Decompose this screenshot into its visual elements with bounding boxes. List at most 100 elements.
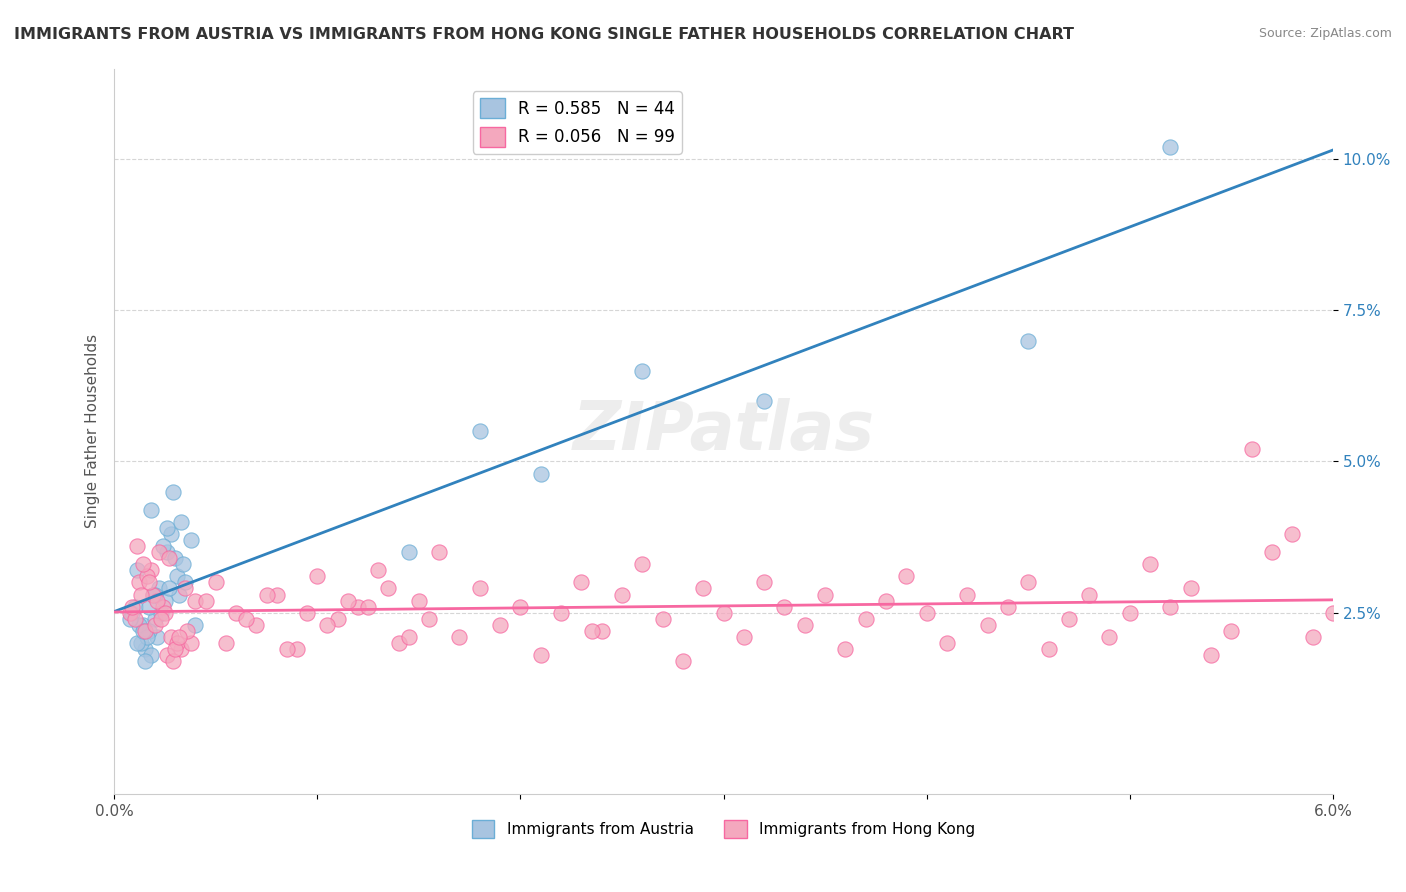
Point xyxy=(468,424,491,438)
Point xyxy=(157,551,180,566)
Point xyxy=(550,606,572,620)
Point xyxy=(295,606,318,620)
Point xyxy=(153,593,176,607)
Point xyxy=(129,636,152,650)
Point xyxy=(120,606,142,620)
Point xyxy=(1240,442,1263,457)
Point xyxy=(138,624,160,638)
Point xyxy=(276,641,298,656)
Point xyxy=(235,612,257,626)
Point xyxy=(408,593,430,607)
Point xyxy=(131,624,153,638)
Point xyxy=(692,582,714,596)
Point xyxy=(131,617,153,632)
Point xyxy=(124,599,146,614)
Point xyxy=(773,599,796,614)
Point xyxy=(449,630,471,644)
Point xyxy=(153,606,176,620)
Point xyxy=(509,599,531,614)
Point xyxy=(152,599,174,614)
Point xyxy=(156,648,179,662)
Point xyxy=(427,545,450,559)
Point xyxy=(875,593,897,607)
Point xyxy=(134,654,156,668)
Point xyxy=(194,593,217,607)
Point xyxy=(936,636,959,650)
Point xyxy=(160,630,183,644)
Point xyxy=(754,394,776,409)
Point xyxy=(135,569,157,583)
Point xyxy=(160,527,183,541)
Point xyxy=(1302,630,1324,644)
Point xyxy=(713,606,735,620)
Point xyxy=(418,612,440,626)
Point xyxy=(307,569,329,583)
Point xyxy=(1261,545,1284,559)
Point xyxy=(134,624,156,638)
Point xyxy=(204,575,226,590)
Point xyxy=(162,654,184,668)
Point xyxy=(915,606,938,620)
Point xyxy=(316,617,339,632)
Point xyxy=(157,582,180,596)
Point xyxy=(1220,624,1243,638)
Point xyxy=(651,612,673,626)
Point xyxy=(128,617,150,632)
Point xyxy=(530,467,553,481)
Point xyxy=(377,582,399,596)
Point xyxy=(387,636,409,650)
Point xyxy=(129,587,152,601)
Point xyxy=(357,599,380,614)
Point xyxy=(143,612,166,626)
Point xyxy=(896,569,918,583)
Point xyxy=(336,593,359,607)
Point xyxy=(530,648,553,662)
Point xyxy=(631,364,654,378)
Point xyxy=(152,539,174,553)
Point xyxy=(139,563,162,577)
Point xyxy=(146,630,169,644)
Point xyxy=(174,582,197,596)
Point xyxy=(225,606,247,620)
Point xyxy=(1322,606,1344,620)
Point xyxy=(135,630,157,644)
Point xyxy=(148,582,170,596)
Point xyxy=(976,617,998,632)
Point xyxy=(245,617,267,632)
Point xyxy=(834,641,856,656)
Point xyxy=(139,503,162,517)
Point xyxy=(172,558,194,572)
Point xyxy=(149,612,172,626)
Point xyxy=(1159,140,1181,154)
Point xyxy=(146,593,169,607)
Point xyxy=(489,617,512,632)
Point xyxy=(367,563,389,577)
Point xyxy=(180,636,202,650)
Point xyxy=(167,630,190,644)
Point xyxy=(793,617,815,632)
Text: IMMIGRANTS FROM AUSTRIA VS IMMIGRANTS FROM HONG KONG SINGLE FATHER HOUSEHOLDS CO: IMMIGRANTS FROM AUSTRIA VS IMMIGRANTS FR… xyxy=(14,27,1074,42)
Point xyxy=(156,545,179,559)
Y-axis label: Single Father Households: Single Father Households xyxy=(86,334,100,528)
Point xyxy=(142,587,165,601)
Point xyxy=(128,575,150,590)
Point xyxy=(1057,612,1080,626)
Point xyxy=(180,533,202,547)
Point xyxy=(997,599,1019,614)
Point xyxy=(138,575,160,590)
Point xyxy=(1199,648,1222,662)
Point xyxy=(398,630,420,644)
Point xyxy=(610,587,633,601)
Point xyxy=(326,612,349,626)
Point xyxy=(165,551,187,566)
Point xyxy=(347,599,370,614)
Point xyxy=(814,587,837,601)
Point xyxy=(124,612,146,626)
Point xyxy=(170,641,193,656)
Point xyxy=(121,606,143,620)
Point xyxy=(143,587,166,601)
Point xyxy=(672,654,695,668)
Point xyxy=(174,575,197,590)
Point xyxy=(266,587,288,601)
Point xyxy=(1017,334,1039,348)
